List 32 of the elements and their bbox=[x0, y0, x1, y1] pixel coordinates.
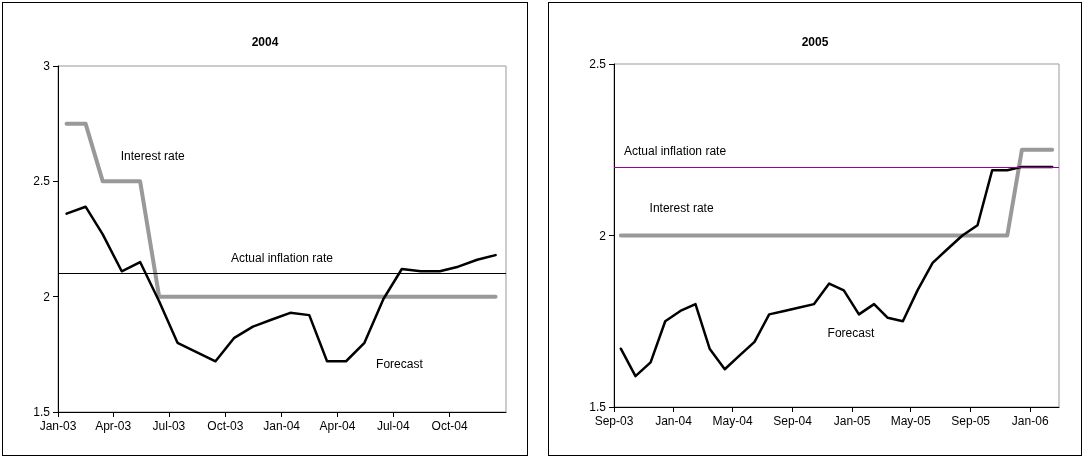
line-series bbox=[619, 165, 1054, 378]
x-tick-label: Jan-04 bbox=[655, 414, 693, 428]
ref-line-label: Actual inflation rate bbox=[624, 143, 727, 158]
x-tick-label: Sep-03 bbox=[594, 414, 634, 428]
x-tick-label: May-05 bbox=[890, 414, 931, 428]
series-label: Interest rate bbox=[649, 201, 714, 216]
chart-title: 2005 bbox=[801, 35, 829, 49]
x-tick-label: Oct-04 bbox=[431, 419, 468, 433]
y-tick-label: 2 bbox=[43, 289, 51, 304]
ref-line-label: Actual inflation rate bbox=[230, 250, 334, 265]
x-tick-label: Jul-04 bbox=[376, 419, 410, 433]
x-tick-label: Oct-03 bbox=[207, 419, 244, 433]
x-tick-label: Jan-06 bbox=[1011, 414, 1049, 428]
x-tick-label: Jan-03 bbox=[39, 419, 77, 433]
x-tick-label: Apr-04 bbox=[319, 419, 356, 433]
x-tick-label: Apr-03 bbox=[95, 419, 132, 433]
x-tick-label: Jan-04 bbox=[263, 419, 301, 433]
x-tick-label: Sep-04 bbox=[773, 414, 813, 428]
y-tick-label: 1.5 bbox=[33, 405, 51, 419]
y-tick-label: 3 bbox=[43, 59, 51, 73]
y-tick-label: 2.5 bbox=[33, 174, 51, 189]
chart-title: 2004 bbox=[251, 35, 279, 49]
series-label: Interest rate bbox=[120, 148, 186, 163]
y-tick-label: 2.5 bbox=[589, 57, 607, 71]
x-tick-label: Jan-05 bbox=[833, 414, 871, 428]
x-tick-label: Jul-03 bbox=[152, 419, 186, 433]
x-tick-label: May-04 bbox=[712, 414, 753, 428]
series-label: Forecast bbox=[376, 356, 424, 371]
series-label: Forecast bbox=[827, 326, 875, 341]
x-tick-label: Sep-05 bbox=[951, 414, 991, 428]
y-tick-label: 2 bbox=[599, 228, 607, 243]
y-tick-label: 1.5 bbox=[589, 400, 607, 414]
